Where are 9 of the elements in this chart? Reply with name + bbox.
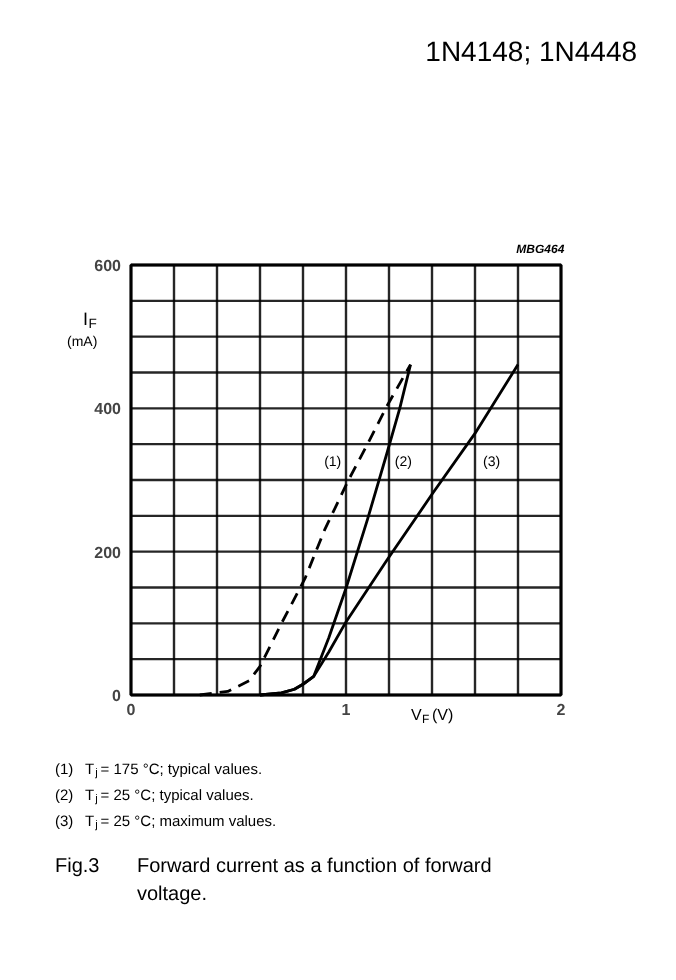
y-tick-label: 0 [112,687,123,705]
y-tick-label: 600 [94,257,123,275]
y-tick-label: 400 [94,400,123,419]
x-tick-label: 1 [341,701,352,719]
chart-title: 1N4148; 1N4448 [425,35,638,67]
x-tick-label: 0 [126,701,137,719]
x-tick-label: 2 [556,701,567,719]
text: Fig.3 Forward current as a function of forward voltage. [55,856,492,906]
y-tick-label: 200 [94,543,123,562]
